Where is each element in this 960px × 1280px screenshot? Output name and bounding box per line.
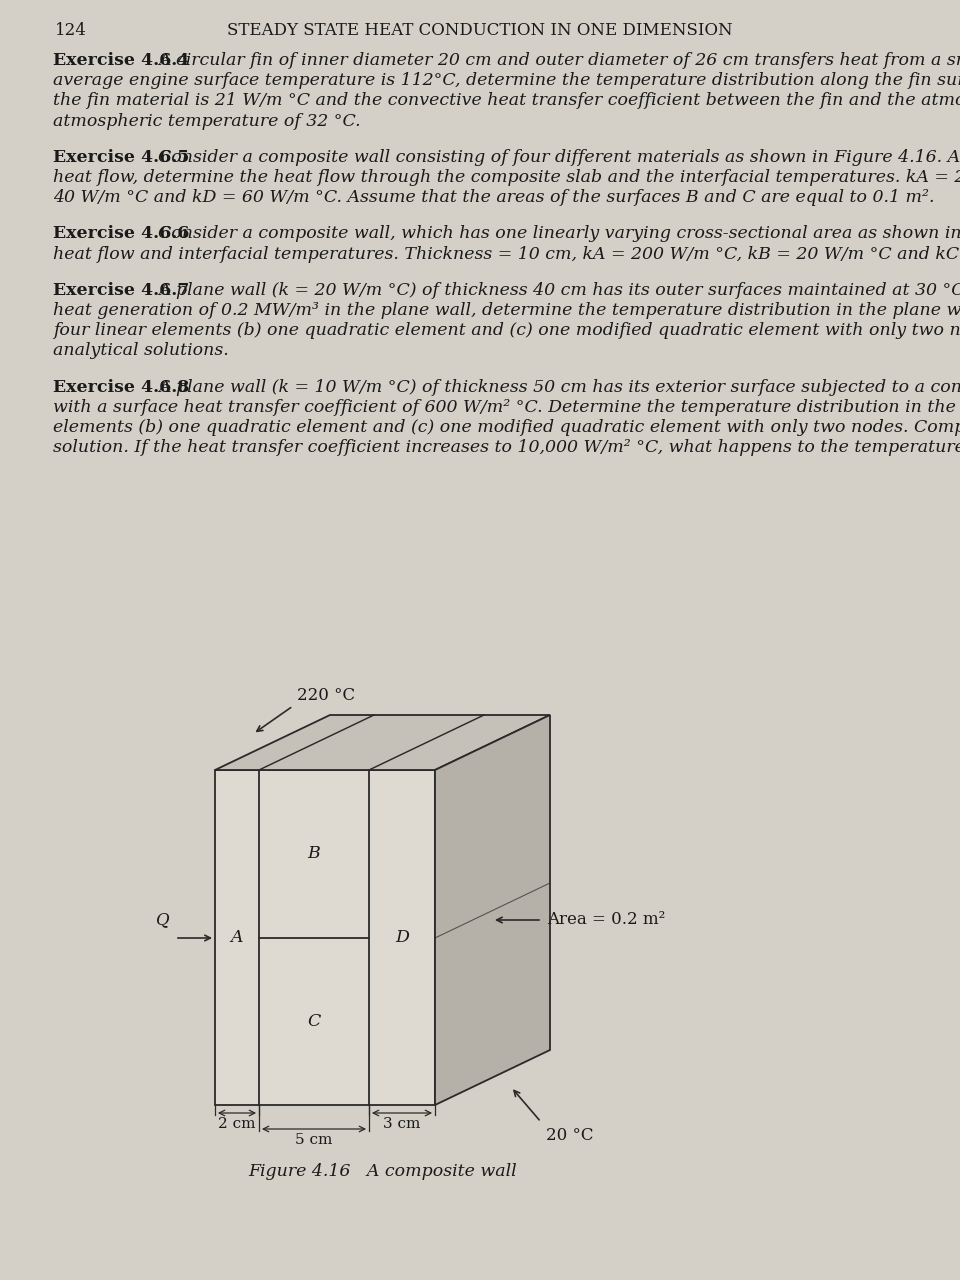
Text: 20 °C: 20 °C (546, 1126, 593, 1144)
Text: four linear elements (b) one quadratic element and (c) one modified quadratic el: four linear elements (b) one quadratic e… (53, 323, 960, 339)
Text: 5 cm: 5 cm (296, 1133, 333, 1147)
Text: 124: 124 (55, 22, 86, 38)
Text: atmospheric temperature of 32 °C.: atmospheric temperature of 32 °C. (53, 113, 361, 129)
Text: Q: Q (156, 911, 170, 928)
Text: STEADY STATE HEAT CONDUCTION IN ONE DIMENSION: STEADY STATE HEAT CONDUCTION IN ONE DIME… (228, 22, 732, 38)
Text: 40 W/m °C and kD = 60 W/m °C. Assume that the areas of the surfaces B and C are : 40 W/m °C and kD = 60 W/m °C. Assume tha… (53, 189, 934, 206)
Text: Exercise 4.6.5: Exercise 4.6.5 (53, 148, 189, 166)
Polygon shape (215, 771, 435, 1105)
Polygon shape (435, 716, 550, 1105)
Text: A plane wall (k = 10 W/m °C) of thickness 50 cm has its exterior surface subject: A plane wall (k = 10 W/m °C) of thicknes… (158, 379, 960, 396)
Text: Consider a composite wall consisting of four different materials as shown in Fig: Consider a composite wall consisting of … (158, 148, 960, 166)
Text: the fin material is 21 W/m °C and the convective heat transfer coefficient betwe: the fin material is 21 W/m °C and the co… (53, 92, 960, 109)
Text: heat flow and interfacial temperatures. Thickness = 10 cm, kA = 200 W/m °C, kB =: heat flow and interfacial temperatures. … (53, 246, 960, 262)
Text: 2 cm: 2 cm (218, 1117, 255, 1132)
Text: 3 cm: 3 cm (383, 1117, 420, 1132)
Text: average engine surface temperature is 112°C, determine the temperature distribut: average engine surface temperature is 11… (53, 72, 960, 90)
Text: solution. If the heat transfer coefficient increases to 10,000 W/m² °C, what hap: solution. If the heat transfer coefficie… (53, 439, 960, 456)
Text: A plane wall (k = 20 W/m °C) of thickness 40 cm has its outer surfaces maintaine: A plane wall (k = 20 W/m °C) of thicknes… (158, 282, 960, 298)
Text: analytical solutions.: analytical solutions. (53, 343, 228, 360)
Text: A circular fin of inner diameter 20 cm and outer diameter of 26 cm transfers hea: A circular fin of inner diameter 20 cm a… (158, 52, 960, 69)
Text: Exercise 4.6.4: Exercise 4.6.4 (53, 52, 189, 69)
Text: heat generation of 0.2 MW/m³ in the plane wall, determine the temperature distri: heat generation of 0.2 MW/m³ in the plan… (53, 302, 960, 319)
Polygon shape (215, 716, 550, 771)
Text: Figure 4.16   A composite wall: Figure 4.16 A composite wall (249, 1164, 516, 1180)
Text: C: C (307, 1012, 321, 1030)
Text: Exercise 4.6.8: Exercise 4.6.8 (53, 379, 189, 396)
Text: Exercise 4.6.7: Exercise 4.6.7 (53, 282, 189, 298)
Text: heat flow, determine the heat flow through the composite slab and the interfacia: heat flow, determine the heat flow throu… (53, 169, 960, 186)
Text: with a surface heat transfer coefficient of 600 W/m² °C. Determine the temperatu: with a surface heat transfer coefficient… (53, 399, 960, 416)
Text: D: D (396, 929, 409, 946)
Text: Consider a composite wall, which has one linearly varying cross-sectional area a: Consider a composite wall, which has one… (158, 225, 960, 242)
Text: B: B (307, 846, 321, 863)
Text: Exercise 4.6.6: Exercise 4.6.6 (53, 225, 189, 242)
Text: 220 °C: 220 °C (297, 687, 355, 704)
Text: A: A (230, 929, 243, 946)
Text: elements (b) one quadratic element and (c) one modified quadratic element with o: elements (b) one quadratic element and (… (53, 419, 960, 436)
Text: Area = 0.2 m²: Area = 0.2 m² (547, 911, 665, 928)
